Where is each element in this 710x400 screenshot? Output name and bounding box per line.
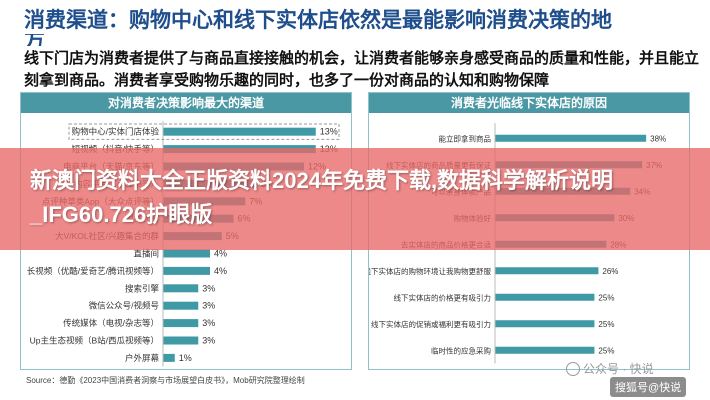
left-chart-bar [163,249,210,258]
right-chart-category-label: 线下实体店的促销或福利更有吸引力 [371,319,491,329]
right-chart-bar [495,267,599,275]
left-chart-value-label: 3% [202,283,215,293]
left-chart-bar [163,336,199,345]
sohu-watermark: 搜狐号@快说 [610,377,687,397]
left-chart-value-label: 13% [320,127,338,137]
right-chart-category-label: 线下实体店的购物环境让我购物更舒服 [369,266,491,276]
right-chart-bar [495,320,595,328]
page-headline-continuation: 方 [24,34,45,46]
left-chart-highlight-box [68,123,340,140]
left-chart-value-label: 4% [214,266,227,276]
left-chart-category-label: 购物中心/实体门店体验 [72,127,160,137]
left-chart-category-label: 户外屏幕 [125,353,160,363]
overlay-banner: 新澳门资料大全正版资料2024年免费下载,数据科学解析说明_IFG60.726护… [0,148,710,250]
page-headline: 消费渠道：购物中心和线下实体店依然是最能影响消费决策的地 [24,9,612,32]
right-chart-value-label: 25% [598,346,614,355]
right-chart-bar [495,346,595,354]
left-chart-value-label: 4% [214,249,227,259]
right-chart-value-label: 25% [598,293,614,302]
left-chart-category-label: 微信公众号/视频号 [89,301,159,311]
left-chart-category-label: Up主生态视频（B站/西瓜视频等） [30,336,159,346]
intro-paragraph: 线下门店为消费者提供了与商品直接接触的机会，让消费者能够亲身感受商品的质量和性能… [24,50,700,89]
right-chart-value-label: 25% [598,320,614,329]
weixin-icon [566,362,580,376]
left-chart-category-label: 传统媒体（电视/杂志等） [63,318,159,328]
left-chart-bar [163,319,199,328]
left-chart-bar [163,301,199,310]
left-chart-value-label: 3% [202,318,215,328]
left-chart-category-label: 搜索引擎 [125,283,160,293]
right-chart-category-label: 临时性的应急采购 [431,345,491,355]
left-chart-bar [163,284,199,293]
left-chart-value-label: 1% [179,353,192,363]
right-chart-bar [495,293,595,301]
left-chart-bar [163,266,210,275]
left-chart-category-label: 长视频（优酷/爱奇艺/腾讯视频等） [27,266,159,276]
weixin-watermark: 公众号 · 快说 [566,360,654,377]
left-chart-bar [163,127,316,136]
source-note: Source：德勤《2023中国消费者洞察与市场展望白皮书》，Mob研究院整理绘… [26,376,305,385]
left-chart-value-label: 3% [202,301,215,311]
right-chart-category-label: 能立即拿到商品 [439,133,492,143]
left-chart-title: 对消费者决策影响最大的渠道 [21,93,351,113]
right-chart-value-label: 26% [602,267,618,276]
right-chart-category-label: 线下实体店的价格更有吸引力 [394,292,492,302]
left-chart-bar [163,353,175,362]
right-chart-value-label: 38% [650,134,666,143]
left-chart-category-label: 直播间 [133,249,159,259]
weixin-watermark-text: 公众号 · 快说 [583,362,654,376]
left-chart-value-label: 3% [202,336,215,346]
right-chart-title: 消费者光临线下实体店的原因 [369,93,689,113]
banner-text: 新澳门资料大全正版资料2024年免费下载,数据科学解析说明_IFG60.726护… [30,168,614,227]
right-chart-bar [495,134,647,142]
